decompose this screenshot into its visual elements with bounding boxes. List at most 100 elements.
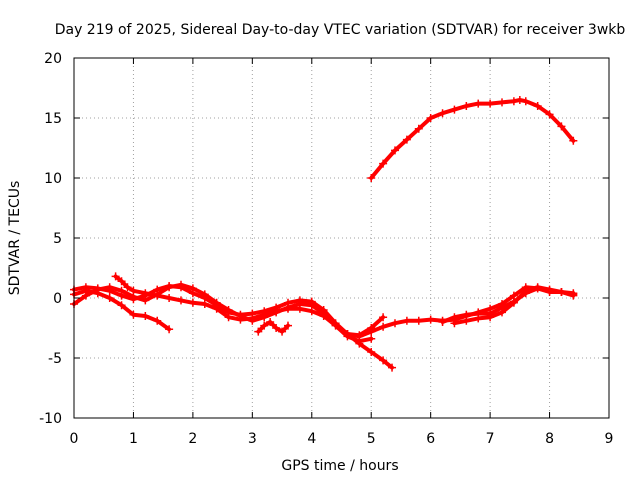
data-point — [117, 286, 126, 295]
data-point — [462, 102, 471, 110]
data-point — [200, 290, 209, 299]
data-point — [557, 122, 566, 131]
data-point — [379, 159, 388, 168]
data-point — [533, 283, 542, 292]
series-track-h — [450, 283, 578, 328]
data-point — [111, 272, 120, 281]
data-point — [569, 136, 578, 145]
data-point — [117, 301, 126, 310]
x-tick-label: 0 — [70, 431, 79, 447]
data-point — [402, 135, 411, 144]
data-point — [81, 286, 90, 295]
data-point — [414, 124, 423, 133]
x-tick-label: 9 — [605, 431, 614, 447]
data-point — [388, 363, 397, 372]
x-tick-label: 7 — [486, 431, 495, 447]
data-point — [141, 296, 150, 305]
data-point — [391, 319, 399, 328]
series-track-i — [367, 96, 578, 182]
data-points — [70, 96, 578, 372]
data-point — [379, 356, 388, 365]
data-point — [278, 327, 287, 336]
x-tick-label: 4 — [307, 431, 316, 447]
series-track-e — [254, 318, 292, 336]
x-tick-label: 6 — [426, 431, 435, 447]
data-point — [200, 300, 209, 308]
y-tick-label: 0 — [53, 291, 62, 307]
x-tick-label: 3 — [248, 431, 257, 447]
data-point — [141, 289, 150, 298]
data-point — [188, 298, 197, 307]
axis-ticks: 0 1 2 3 4 5 6 7 8 9 -10 -5 0 5 10 15 20 — [39, 51, 613, 447]
data-point — [355, 332, 364, 341]
y-tick-label: -10 — [39, 411, 62, 427]
data-point — [153, 316, 162, 325]
data-point — [129, 310, 138, 319]
y-tick-label: 5 — [53, 231, 62, 247]
data-point — [343, 330, 352, 338]
data-point — [569, 291, 578, 300]
data-point — [391, 146, 399, 155]
data-point — [474, 99, 483, 108]
data-point — [272, 307, 281, 316]
data-point — [284, 304, 292, 313]
data-point — [141, 312, 150, 320]
data-point — [177, 296, 185, 305]
x-tick-label: 8 — [545, 431, 554, 447]
data-point — [331, 321, 340, 330]
data-point — [307, 307, 316, 316]
data-point — [188, 284, 197, 293]
data-point — [509, 97, 518, 106]
data-point — [272, 324, 281, 332]
data-point — [557, 288, 566, 296]
data-point — [545, 110, 554, 119]
data-point — [533, 102, 542, 110]
data-point — [295, 304, 304, 313]
data-point — [438, 109, 447, 118]
data-point — [165, 283, 174, 292]
data-point — [284, 321, 292, 330]
data-point — [545, 285, 554, 294]
data-point — [515, 96, 524, 104]
data-point — [165, 325, 174, 334]
data-point — [260, 310, 269, 319]
y-tick-label: 15 — [44, 111, 62, 127]
data-point — [426, 315, 435, 324]
series-track-c — [70, 286, 174, 334]
data-point — [450, 105, 459, 114]
data-point — [486, 99, 495, 108]
data-point — [402, 316, 411, 325]
data-point — [379, 313, 388, 322]
data-point — [123, 283, 132, 292]
data-point — [260, 321, 269, 330]
x-axis-label: GPS time / hours — [281, 458, 398, 474]
data-point — [367, 174, 376, 182]
data-point — [319, 312, 328, 320]
series-track-d — [111, 272, 376, 346]
data-point — [165, 294, 174, 302]
data-point — [129, 286, 138, 295]
data-point — [414, 316, 423, 325]
data-point — [521, 97, 530, 106]
y-tick-label: 20 — [44, 51, 62, 67]
data-point — [367, 334, 376, 343]
data-point — [224, 313, 233, 322]
data-point — [248, 314, 257, 323]
x-tick-label: 5 — [367, 431, 376, 447]
data-point — [450, 319, 459, 328]
data-point — [486, 313, 495, 322]
data-point — [212, 304, 221, 313]
y-axis-label: SDTVAR / TECUs — [7, 181, 23, 296]
data-point — [474, 314, 483, 323]
data-point — [177, 280, 185, 289]
data-point — [498, 308, 506, 317]
data-point — [438, 318, 447, 326]
data-point — [266, 318, 275, 326]
data-point — [153, 291, 162, 300]
data-point — [367, 348, 376, 356]
data-point — [367, 327, 376, 336]
data-point — [254, 327, 263, 336]
y-tick-label: -5 — [48, 351, 62, 367]
